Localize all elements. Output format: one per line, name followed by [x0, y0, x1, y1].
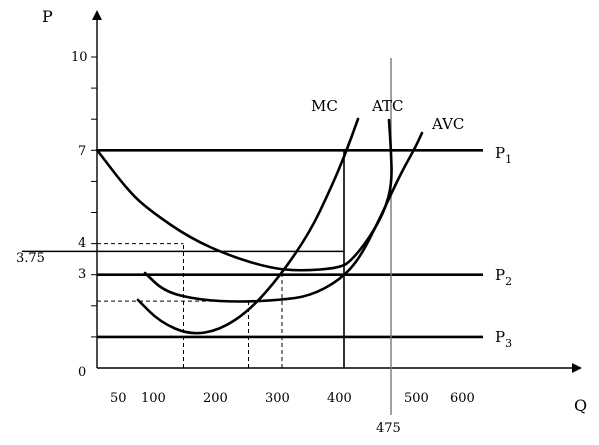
- avc-curve: [136, 117, 360, 335]
- p3-label-sub: 3: [505, 337, 512, 350]
- p3-label-base: P: [495, 328, 505, 346]
- x-tick-label-200: 200: [203, 391, 228, 406]
- mc-curve: [95, 118, 393, 272]
- p1-label-base: P: [495, 144, 505, 162]
- p2-label-sub: 2: [505, 275, 512, 288]
- p1-label: P1: [495, 144, 512, 166]
- p1-label-sub: 1: [505, 153, 512, 166]
- p2-label-base: P: [495, 266, 505, 284]
- horizontal-price-lines: [22, 149, 483, 339]
- x-tick-label-400: 400: [327, 391, 352, 406]
- dashed-guides: [97, 243, 283, 368]
- atc-curve-label: ATC: [371, 97, 404, 115]
- vertical-quantity-lines: [343, 58, 392, 415]
- avc-curve-label: AVC: [431, 115, 464, 133]
- y-tick-label-3-75: 3.75: [16, 251, 45, 266]
- x-tick-label-100: 100: [141, 391, 166, 406]
- atc-curve: [143, 131, 424, 303]
- p3-label: P3: [495, 328, 512, 350]
- y-axis-label: P: [42, 7, 53, 26]
- x-tick-label-50: 50: [110, 391, 127, 406]
- x-tick-label-475: 475: [376, 421, 401, 436]
- x-axis-label: Q: [574, 396, 587, 415]
- y-tick-label-4: 4: [78, 236, 86, 251]
- x-tick-label-600: 600: [450, 391, 475, 406]
- x-tick-label-300: 300: [265, 391, 290, 406]
- y-tick-label-3: 3: [78, 267, 86, 282]
- x-tick-label-500: 500: [404, 391, 429, 406]
- mc-curve-label: MC: [311, 97, 338, 115]
- tick-marks: [91, 56, 97, 338]
- p2-label: P2: [495, 266, 512, 288]
- cost-curves: [95, 117, 424, 335]
- y-tick-label-0: 0: [78, 365, 86, 380]
- y-tick-label-7: 7: [78, 144, 86, 159]
- y-tick-label-10: 10: [71, 50, 88, 65]
